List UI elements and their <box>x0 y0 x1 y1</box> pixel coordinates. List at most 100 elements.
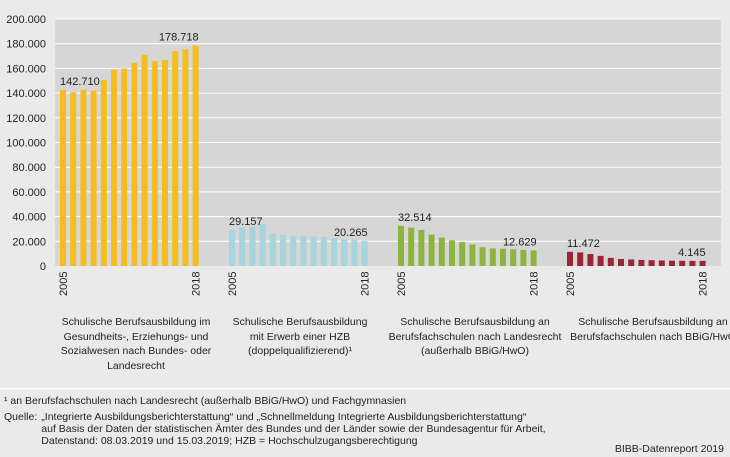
x-tick-label-end: 2018 <box>698 272 710 296</box>
data-label-first: 142.710 <box>60 76 100 88</box>
bar-bbig <box>628 259 635 266</box>
y-tick-label: 160.000 <box>6 63 46 75</box>
bar-hzb <box>249 226 256 266</box>
group-title-line: Sozialwesen nach Bundes- oder <box>60 345 212 357</box>
bar-bbig <box>618 258 624 266</box>
bar-hzb <box>320 236 327 266</box>
credit-label: BIBB-Datenreport 2019 <box>614 443 724 455</box>
bar-landesrecht <box>500 248 506 266</box>
data-label-last: 20.265 <box>334 227 368 239</box>
y-tick-label: 120.000 <box>6 113 46 125</box>
source-note: Quelle: „Integrierte Ausbildungsberichte… <box>4 411 546 447</box>
y-tick-label: 200.000 <box>6 14 46 26</box>
group-title-landesrecht: Schulische Berufsausbildung an Berufsfac… <box>380 315 570 359</box>
bar-hzb <box>259 224 266 266</box>
bar-bbig <box>587 254 594 266</box>
x-tick-label-start: 2005 <box>565 272 577 296</box>
bar-bbig <box>597 255 604 266</box>
group-title-line: Berufsfachschulen nach BBiG/HwO <box>570 330 730 343</box>
bar-landesrecht <box>459 241 466 266</box>
y-tick-label: 100.000 <box>6 138 46 150</box>
x-tick-label-end: 2018 <box>529 272 541 296</box>
group-title-gesundheit: Schulische Berufsausbildung im Gesundhei… <box>46 315 226 373</box>
bar-gesundheit <box>90 90 97 266</box>
data-label-first: 11.472 <box>567 238 600 250</box>
group-title-line: (außerhalb BBiG/HwO) <box>421 345 529 357</box>
bar-hzb <box>361 240 368 266</box>
bar-gesundheit <box>172 51 179 266</box>
bar-landesrecht <box>398 225 404 266</box>
bar-hzb <box>290 235 297 266</box>
group-title-line: Landesrecht <box>107 359 165 372</box>
x-tick-label-start: 2005 <box>58 272 70 296</box>
bar-landesrecht <box>479 247 486 266</box>
data-label-last: 4.145 <box>678 247 706 259</box>
bar-gesundheit <box>70 92 77 266</box>
bar-bbig <box>679 260 686 266</box>
bar-landesrecht <box>418 229 425 266</box>
bar-chart: 0 20.000 40.000 60.000 80.000 100.000 120.000 1… <box>6 14 721 296</box>
bar-gesundheit <box>80 89 87 266</box>
y-tick-label: 0 <box>40 261 46 273</box>
data-label-last: 12.629 <box>503 236 537 248</box>
bar-hzb <box>310 236 317 266</box>
group-title-line: Schulische Berufsausbildung an <box>578 316 728 328</box>
data-label-last: 178.718 <box>159 31 199 43</box>
source-line: Datenstand: 08.03.2019 und 15.03.2019; H… <box>41 435 418 447</box>
bar-gesundheit <box>162 60 168 266</box>
bar-gesundheit <box>151 60 158 266</box>
bar-landesrecht <box>489 248 496 266</box>
bar-bbig <box>638 259 645 266</box>
group-title-line: Schulische Berufsausbildung an <box>400 316 550 328</box>
bar-bbig <box>577 252 584 266</box>
bar-gesundheit <box>121 68 128 267</box>
bar-landesrecht <box>428 234 435 266</box>
group-title-line: Gesundheits-, Erziehungs- und <box>63 330 209 343</box>
bar-bbig <box>567 251 573 266</box>
y-tick-label: 40.000 <box>12 212 46 224</box>
bar-landesrecht <box>520 249 527 266</box>
bar-landesrecht <box>408 227 415 266</box>
bar-gesundheit <box>141 54 148 266</box>
x-tick-label-end: 2018 <box>191 272 203 296</box>
bar-hzb <box>300 236 307 266</box>
bar-gesundheit <box>182 49 189 266</box>
bar-bbig <box>607 257 614 266</box>
bar-landesrecht <box>438 237 445 266</box>
bar-bbig <box>658 260 665 266</box>
bar-gesundheit <box>100 80 107 266</box>
bar-gesundheit <box>192 45 199 267</box>
group-title-bbig: Schulische Berufsausbildung an Berufsfac… <box>558 315 730 344</box>
source-line: „Integrierte Ausbildungsberichterstattun… <box>41 411 527 423</box>
x-tick-label-start: 2005 <box>227 272 239 296</box>
bar-landesrecht <box>510 249 517 266</box>
bar-bbig <box>669 260 675 266</box>
source-text: „Integrierte Ausbildungsberichterstattun… <box>41 411 545 447</box>
bar-hzb <box>351 239 358 266</box>
y-tick-label: 140.000 <box>6 88 46 100</box>
bar-gesundheit <box>60 89 66 267</box>
y-tick-label: 180.000 <box>6 39 46 51</box>
bar-hzb <box>269 233 276 266</box>
bar-bbig <box>699 260 706 266</box>
bar-landesrecht <box>449 240 455 266</box>
group-title-line: mit Erwerb einer HZB <box>249 330 351 343</box>
bar-bbig <box>648 260 655 266</box>
x-tick-label-start: 2005 <box>396 272 408 296</box>
bar-hzb <box>280 234 286 266</box>
y-tick-label: 60.000 <box>12 187 46 199</box>
group-title-line: Berufsfachschulen nach Landesrecht <box>388 330 562 343</box>
bar-hzb <box>239 227 246 266</box>
bar-bbig <box>689 260 696 266</box>
bar-hzb <box>341 239 348 266</box>
bar-gesundheit <box>131 62 138 266</box>
source-label: Quelle: <box>4 411 38 423</box>
bar-hzb <box>331 238 337 266</box>
bar-hzb <box>229 229 235 266</box>
y-tick-label: 80.000 <box>12 162 46 174</box>
group-title-line: Schulische Berufsausbildung <box>232 316 368 328</box>
group-title-hzb: Schulische Berufsausbildung mit Erwerb e… <box>210 315 390 359</box>
data-label-first: 32.514 <box>398 212 432 224</box>
bar-landesrecht <box>469 244 476 266</box>
group-title-line: (doppelqualifizierend)¹ <box>248 345 352 357</box>
